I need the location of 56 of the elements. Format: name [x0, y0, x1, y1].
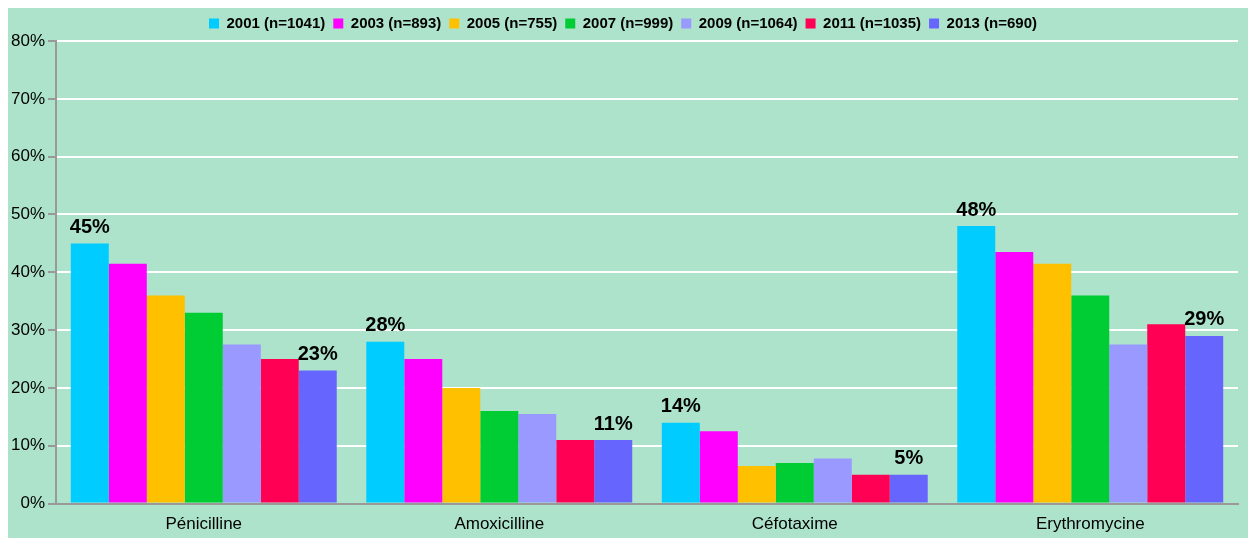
bar: [70, 243, 109, 503]
bar: [1109, 344, 1148, 503]
bar: [108, 263, 147, 503]
bar: [442, 387, 481, 503]
x-tick-label: Erythromycine: [1035, 514, 1145, 534]
bar: [518, 413, 557, 503]
y-tick-label: 50%: [10, 204, 46, 224]
data-label: 28%: [365, 313, 406, 336]
bar: [260, 359, 299, 503]
bar: [146, 295, 185, 503]
legend-label: 2009 (n=1064): [698, 13, 798, 31]
data-label: 5%: [894, 446, 924, 469]
bar: [995, 252, 1034, 503]
x-tick-label: Pénicilline: [165, 514, 243, 534]
bar: [298, 370, 337, 503]
bar: [184, 312, 223, 503]
bar: [851, 474, 890, 503]
bar: [1033, 263, 1072, 503]
y-tick-label: 70%: [10, 88, 46, 108]
legend-label: 2001 (n=1041): [226, 13, 326, 31]
data-label: 29%: [1184, 307, 1225, 330]
x-tick-label: Céfotaxime: [751, 514, 838, 534]
legend-label: 2007 (n=999): [582, 13, 674, 31]
bar: [775, 463, 814, 503]
y-tick-label: 40%: [10, 261, 46, 281]
bar: [737, 466, 776, 503]
y-tick-label: 80%: [10, 30, 46, 50]
y-tick-label: 10%: [10, 435, 46, 455]
bar: [1185, 335, 1224, 503]
data-label: 48%: [956, 197, 997, 220]
data-label: 14%: [660, 394, 702, 417]
legend-label: 2005 (n=755): [466, 13, 558, 31]
y-tick-label: 60%: [10, 146, 46, 166]
data-label: 45%: [69, 214, 111, 237]
bar: [222, 344, 261, 503]
bar: [594, 439, 633, 503]
legend-label: 2011 (n=1035): [823, 13, 922, 31]
bar: [957, 226, 996, 503]
data-label: 11%: [593, 411, 633, 434]
y-tick-label: 0%: [20, 493, 46, 513]
bar: [661, 422, 700, 503]
bar: [1147, 324, 1186, 503]
bar: [404, 359, 443, 503]
bar: [699, 431, 738, 503]
y-tick-label: 20%: [10, 377, 46, 397]
bar: [1071, 295, 1110, 503]
bar: [480, 411, 519, 503]
data-label: 23%: [297, 342, 338, 365]
legend-label: 2003 (n=893): [350, 13, 442, 31]
x-tick-label: Amoxicilline: [454, 514, 545, 534]
legend-label: 2013 (n=690): [946, 13, 1038, 31]
y-tick-label: 30%: [10, 319, 46, 339]
bar: [813, 458, 852, 503]
bar: [889, 474, 928, 503]
bar: [366, 341, 405, 503]
bar: [556, 439, 595, 503]
